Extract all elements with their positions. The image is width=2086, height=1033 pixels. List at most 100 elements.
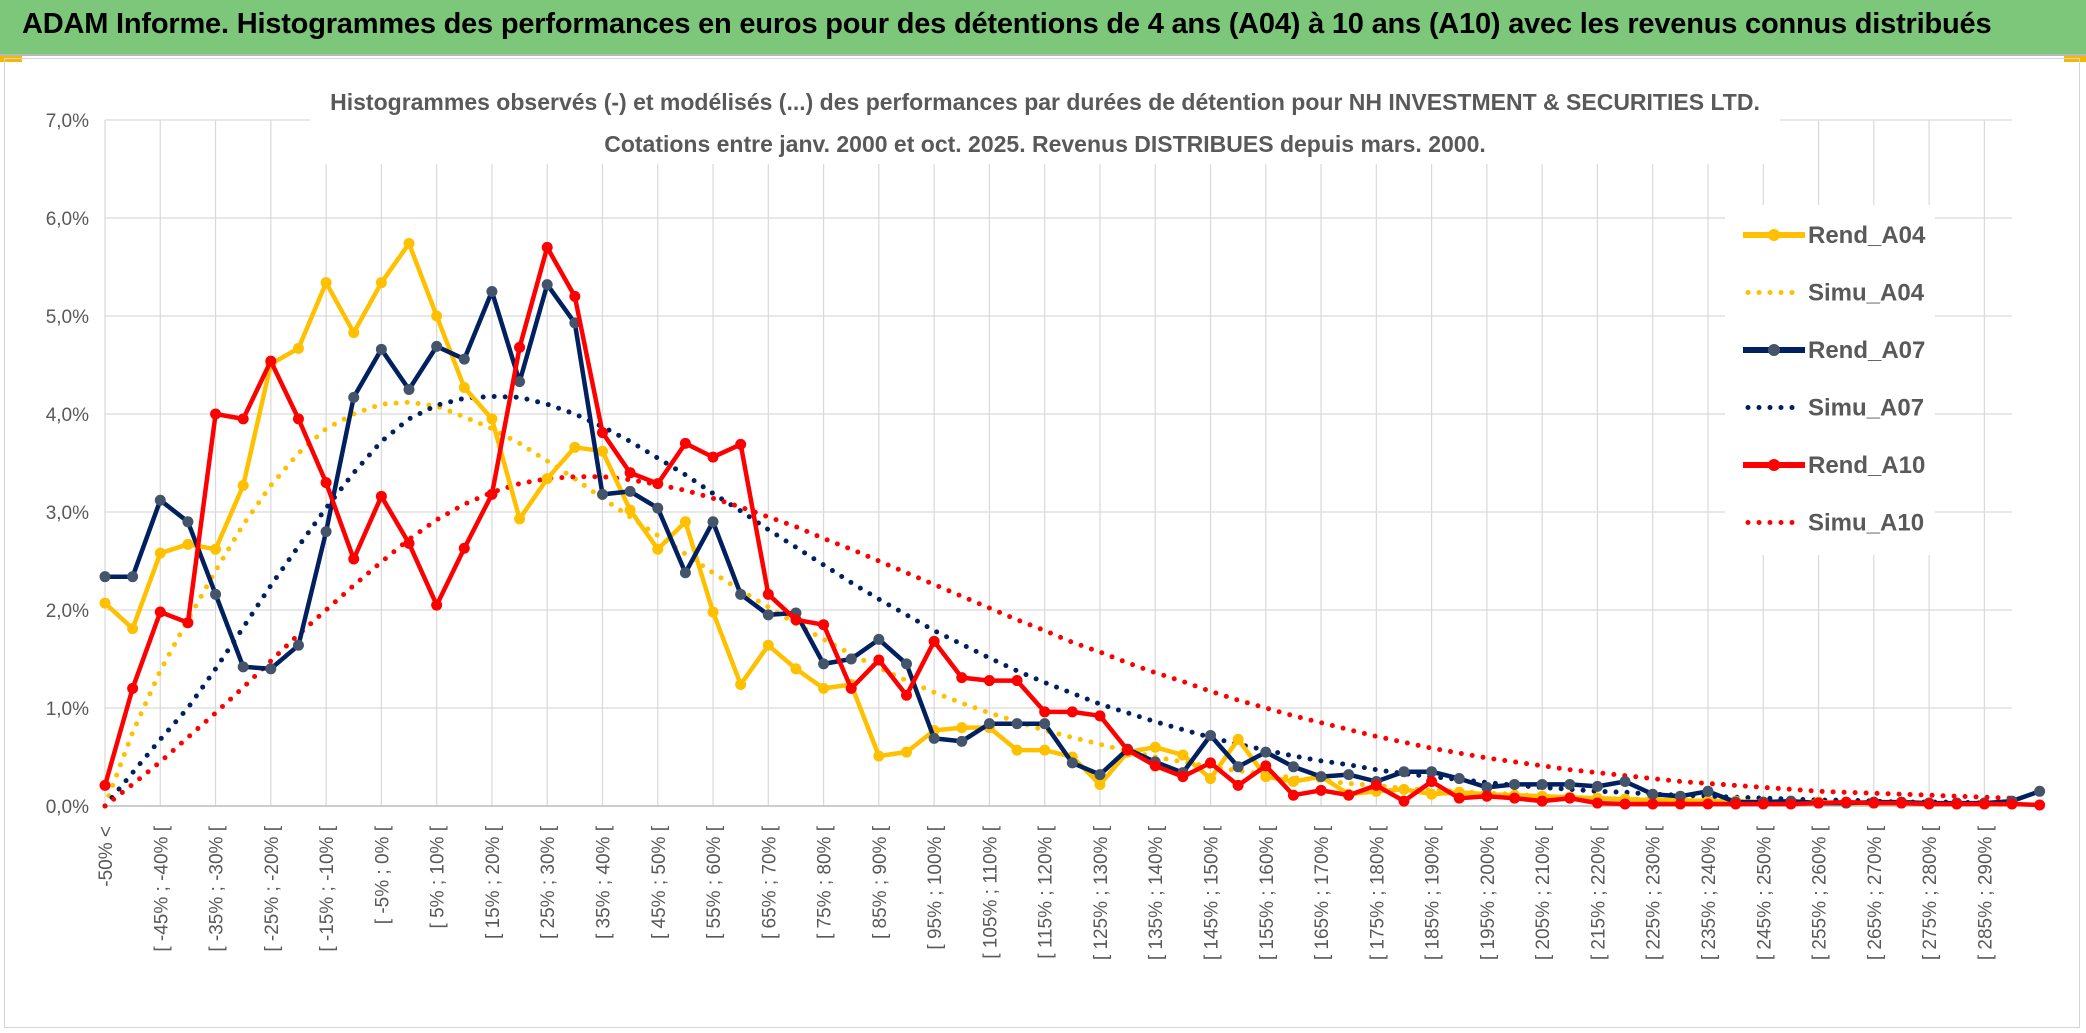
data-point bbox=[265, 663, 277, 675]
legend-label: Rend_A10 bbox=[1808, 452, 1925, 479]
data-point bbox=[735, 438, 747, 450]
data-point bbox=[1039, 718, 1051, 730]
data-point bbox=[154, 494, 166, 506]
data-point bbox=[596, 445, 608, 457]
data-point bbox=[292, 413, 304, 425]
data-point bbox=[818, 658, 830, 670]
data-point bbox=[1232, 761, 1244, 773]
data-point bbox=[1730, 798, 1742, 810]
data-point bbox=[1702, 798, 1714, 810]
data-point bbox=[1287, 776, 1299, 787]
data-point bbox=[514, 341, 526, 353]
x-tick-label: [ 245% ; 250% [ bbox=[1754, 825, 1775, 960]
data-point bbox=[458, 542, 470, 554]
data-point bbox=[210, 408, 222, 420]
data-point bbox=[182, 538, 194, 550]
data-point bbox=[1591, 797, 1603, 809]
y-tick-label: 0,0% bbox=[46, 797, 89, 818]
data-point bbox=[237, 413, 249, 425]
data-point bbox=[1757, 798, 1769, 810]
title-backdrop bbox=[310, 80, 1780, 164]
data-point bbox=[2034, 785, 2046, 797]
data-point bbox=[1066, 706, 1078, 718]
legend-label: Rend_A04 bbox=[1808, 222, 1926, 249]
x-tick-label: [ -45% ; -40% [ bbox=[151, 825, 172, 951]
data-point bbox=[541, 279, 553, 291]
data-point bbox=[514, 513, 526, 525]
corner-accent-left bbox=[0, 56, 22, 62]
data-point bbox=[1398, 795, 1410, 807]
data-point bbox=[1564, 778, 1576, 790]
data-point bbox=[1149, 741, 1161, 753]
series-rend-a10 bbox=[99, 241, 2046, 811]
data-point bbox=[1978, 798, 1990, 810]
data-point bbox=[486, 488, 498, 500]
data-point bbox=[1509, 792, 1521, 804]
data-point bbox=[1205, 729, 1217, 741]
data-point bbox=[569, 441, 581, 453]
data-point bbox=[541, 473, 553, 485]
data-point bbox=[431, 310, 443, 322]
data-point bbox=[928, 732, 940, 744]
data-point bbox=[1481, 781, 1493, 793]
data-point bbox=[762, 639, 774, 651]
data-point bbox=[1813, 797, 1825, 809]
data-point bbox=[1287, 761, 1299, 773]
x-tick-label: [ 15% ; 20% [ bbox=[483, 825, 504, 939]
data-point bbox=[1951, 798, 1963, 810]
data-point bbox=[818, 619, 830, 631]
corner-accent-right bbox=[2064, 56, 2086, 62]
data-point bbox=[1426, 788, 1438, 800]
data-point bbox=[1122, 744, 1134, 756]
data-point bbox=[1453, 792, 1465, 804]
data-point bbox=[707, 606, 719, 618]
x-tick-label: [ -15% ; -10% [ bbox=[317, 825, 338, 951]
data-point bbox=[320, 477, 332, 489]
data-point bbox=[2006, 798, 2018, 810]
data-point bbox=[569, 290, 581, 302]
data-point bbox=[458, 353, 470, 365]
x-tick-label: [ 225% ; 230% [ bbox=[1644, 825, 1665, 960]
data-point bbox=[818, 682, 830, 694]
data-point bbox=[1343, 789, 1355, 801]
data-point bbox=[1674, 790, 1686, 802]
y-tick-label: 7,0% bbox=[46, 111, 89, 132]
x-tick-label: [ 115% ; 120% [ bbox=[1036, 825, 1057, 958]
data-point bbox=[1011, 718, 1023, 730]
data-point bbox=[431, 599, 443, 611]
data-point bbox=[983, 675, 995, 687]
data-point bbox=[956, 722, 968, 734]
data-point bbox=[1398, 783, 1410, 795]
legend-label: Simu_A04 bbox=[1808, 280, 1925, 307]
data-point bbox=[1315, 784, 1327, 796]
data-point bbox=[1509, 778, 1521, 790]
data-point bbox=[127, 682, 139, 694]
series-layer bbox=[99, 237, 2046, 811]
y-tick-label: 3,0% bbox=[46, 503, 89, 524]
x-tick-label: [ 75% ; 80% [ bbox=[815, 825, 836, 939]
data-point bbox=[1094, 778, 1106, 790]
data-point bbox=[348, 327, 360, 339]
data-point bbox=[624, 485, 636, 497]
data-point bbox=[1205, 773, 1217, 785]
legend-marker bbox=[1768, 229, 1780, 241]
data-point bbox=[375, 277, 387, 289]
banner: ADAM Informe. Histogrammes des performan… bbox=[0, 0, 2086, 56]
data-point bbox=[514, 376, 526, 388]
data-point bbox=[1426, 766, 1438, 778]
data-point bbox=[1591, 780, 1603, 792]
x-tick-label: [ 195% ; 200% [ bbox=[1478, 825, 1499, 960]
data-point bbox=[707, 516, 719, 528]
x-tick-label: [ 175% ; 180% [ bbox=[1367, 825, 1388, 960]
x-tick-label: [ 5% ; 10% [ bbox=[428, 825, 449, 928]
x-tick-label: [ 265% ; 270% [ bbox=[1865, 825, 1886, 960]
data-point bbox=[403, 384, 415, 395]
data-point bbox=[1564, 792, 1576, 804]
data-point bbox=[458, 382, 470, 394]
data-point bbox=[845, 682, 857, 694]
x-tick-label: [ 45% ; 50% [ bbox=[649, 825, 670, 939]
data-point bbox=[320, 277, 332, 289]
data-point bbox=[1094, 769, 1106, 781]
data-point bbox=[154, 606, 166, 618]
chart-title: Histogrammes observés (-) et modélisés (… bbox=[330, 89, 1760, 115]
